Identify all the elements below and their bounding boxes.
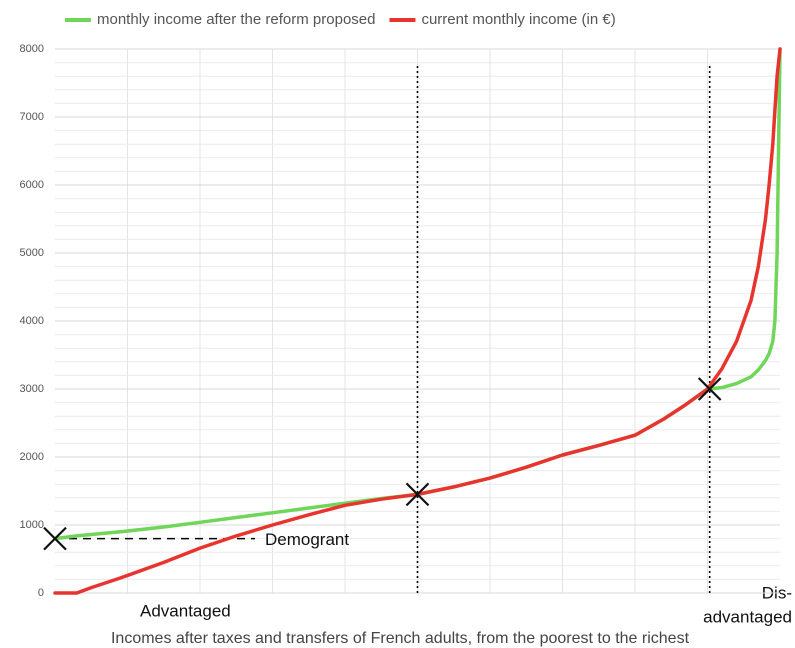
legend-label: monthly income after the reform proposed (97, 11, 375, 28)
line-series (53, 47, 782, 595)
y-tick-label: 3000 (20, 383, 44, 395)
annotation: Demogrant (265, 530, 349, 549)
cross-stroke (43, 526, 67, 551)
annotation: Advantaged (140, 601, 231, 620)
y-tick-label: 1000 (20, 519, 44, 531)
legend-label: current monthly income (in €) (421, 11, 615, 28)
y-tick-label: 4000 (20, 315, 44, 327)
y-tick-label: 7000 (20, 111, 44, 123)
cross-marker (697, 377, 722, 401)
cross-stroke (697, 377, 722, 401)
y-tick-label: 0 (38, 587, 44, 599)
y-tick-label: 6000 (20, 179, 44, 191)
y-tick-label: 2000 (20, 451, 44, 463)
y-tick-label: 5000 (20, 247, 44, 259)
cross-marker (405, 482, 430, 507)
annotation: advantaged (703, 607, 792, 626)
cross-stroke (405, 482, 430, 507)
y-tick-label: 8000 (20, 43, 44, 55)
x-axis-label: Incomes after taxes and transfers of Fre… (111, 630, 690, 647)
cross-marker (43, 526, 67, 551)
